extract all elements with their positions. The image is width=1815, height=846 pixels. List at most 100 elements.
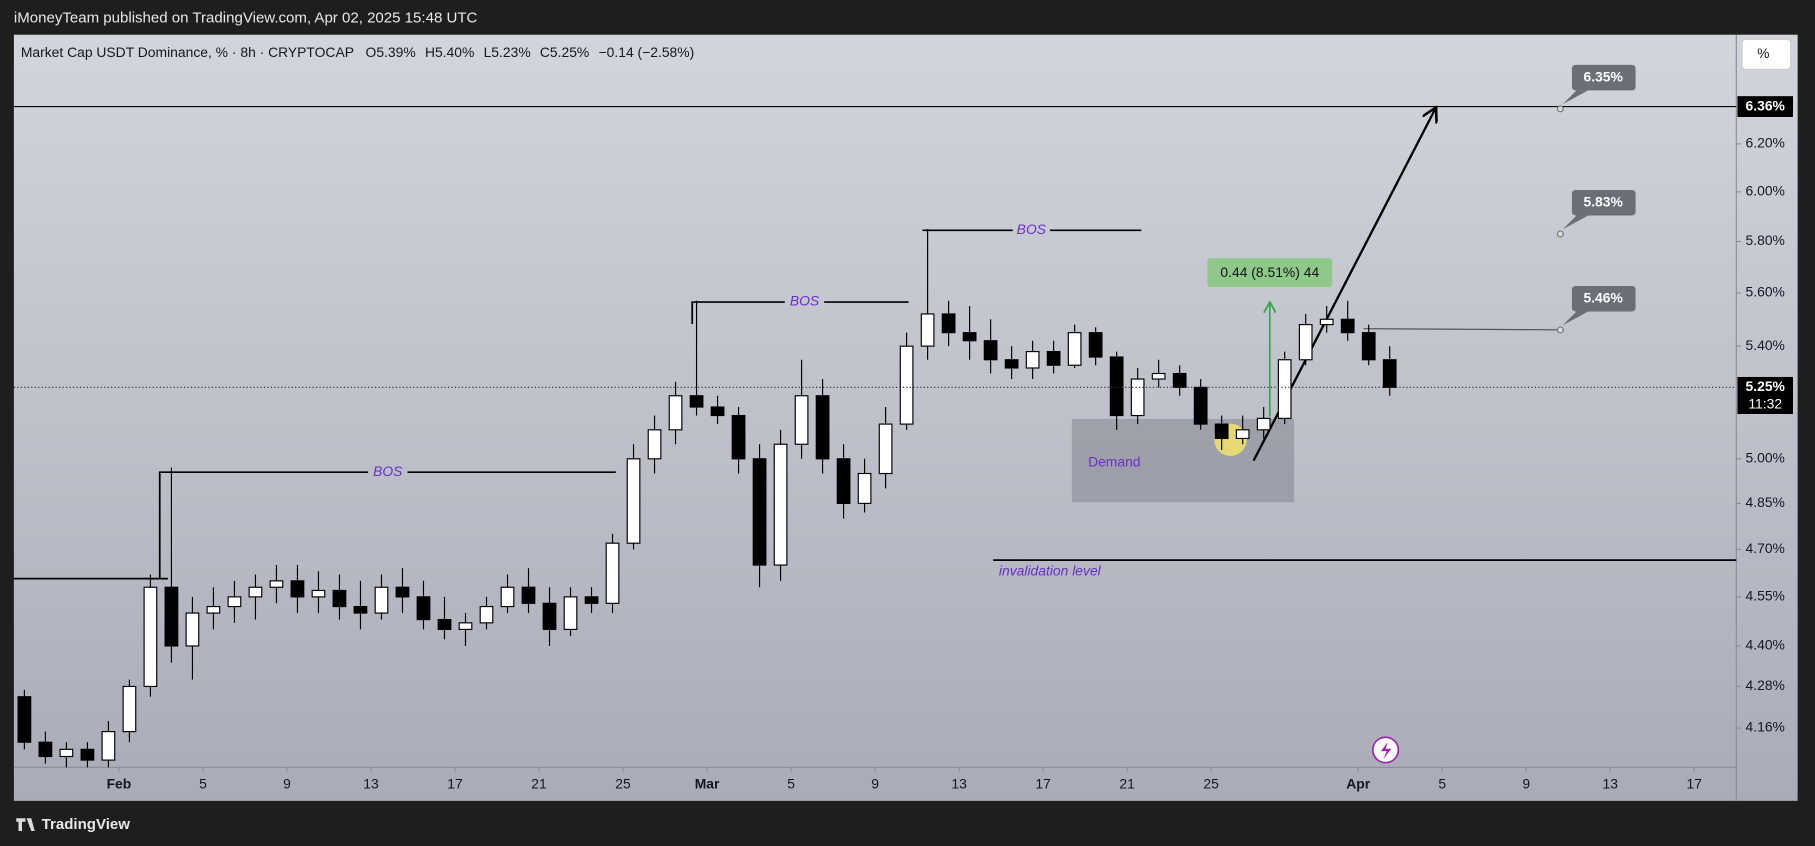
- candle-body: [836, 458, 851, 504]
- candle-body: [479, 605, 494, 624]
- target-pointer: [1562, 90, 1589, 105]
- measure-label: 0.44 (8.51%) 44: [1220, 264, 1319, 280]
- y-tick-label: 6.20%: [1746, 135, 1785, 151]
- x-tick-label: 5: [199, 775, 207, 791]
- y-tick-label: 5.00%: [1746, 449, 1785, 465]
- target-tag: [1571, 189, 1636, 216]
- x-tick-label: Feb: [107, 775, 132, 791]
- candle-body: [1361, 332, 1376, 361]
- candle-body: [1298, 324, 1313, 361]
- candle-body: [668, 395, 683, 431]
- candle-body: [437, 618, 452, 630]
- legend-value: O5.39%: [366, 44, 416, 60]
- candle-body: [1235, 429, 1250, 440]
- candle-body: [1025, 350, 1040, 369]
- x-tick-label: Apr: [1346, 775, 1370, 791]
- candle-body: [1319, 318, 1334, 326]
- candle-body: [983, 340, 998, 361]
- tv-logo: [16, 818, 35, 831]
- candle-body: [59, 748, 74, 758]
- y-tick-label: 4.55%: [1746, 588, 1785, 604]
- y-tick-label: 4.28%: [1746, 677, 1785, 693]
- candle-body: [878, 423, 893, 475]
- candle-body: [206, 605, 221, 614]
- x-tick-label: 9: [283, 775, 291, 791]
- candle-body: [227, 596, 242, 608]
- x-tick-label: 25: [1203, 775, 1219, 791]
- candle-body: [1277, 359, 1292, 419]
- y-tick-label: 4.85%: [1746, 494, 1785, 510]
- candle-body: [542, 602, 557, 630]
- candle-body: [1193, 386, 1208, 425]
- candle-body: [521, 586, 536, 604]
- candle-body: [374, 586, 389, 614]
- candle-body: [248, 586, 263, 598]
- x-tick-label: 13: [951, 775, 967, 791]
- legend-value: H5.40%: [425, 44, 474, 60]
- bos-label: BOS: [373, 463, 403, 479]
- y-tick-label: 5.60%: [1746, 284, 1785, 300]
- candle-body: [941, 313, 956, 334]
- candle-body: [353, 605, 368, 614]
- y-tick-label: 5.40%: [1746, 337, 1785, 353]
- x-tick-label: 17: [1035, 775, 1051, 791]
- x-tick-label: 25: [615, 775, 631, 791]
- candle-body: [1151, 372, 1166, 380]
- bos-line: [691, 301, 785, 325]
- candle-body: [1109, 356, 1124, 417]
- unit-button[interactable]: [1741, 38, 1792, 71]
- target-pointer: [1562, 215, 1589, 230]
- footer-brand: TradingView: [42, 816, 131, 833]
- bos-label: BOS: [790, 293, 820, 309]
- candle-body: [500, 586, 515, 608]
- candle-body: [1004, 359, 1019, 369]
- y-tick-label: 4.16%: [1746, 719, 1785, 735]
- x-tick-label: 9: [871, 775, 879, 791]
- symbol-title: Market Cap USDT Dominance, % · 8h · CRYP…: [21, 44, 354, 60]
- y-tick-label: 5.80%: [1746, 232, 1785, 248]
- last-price-tag: [1737, 376, 1794, 414]
- x-tick-label: 13: [363, 775, 379, 791]
- candle-body: [584, 596, 599, 604]
- unit-button-label[interactable]: %: [1757, 45, 1769, 61]
- candle-body: [185, 612, 200, 647]
- target-point: [1556, 230, 1564, 238]
- candle-body: [563, 596, 578, 630]
- bar-countdown: 11:32: [1748, 395, 1782, 411]
- x-tick-label: 17: [447, 775, 463, 791]
- candle-body: [311, 589, 326, 598]
- demand-zone: [1071, 418, 1295, 503]
- publish-header: iMoneyTeam published on TradingView.com,…: [14, 9, 478, 26]
- y-tick-label: 4.70%: [1746, 540, 1785, 556]
- measure-box: [1207, 258, 1333, 288]
- x-tick-label: 13: [1603, 775, 1619, 791]
- candle-body: [752, 458, 767, 566]
- candle-body: [101, 731, 116, 761]
- candle-body: [143, 586, 158, 688]
- candle-body: [920, 313, 935, 347]
- alert-icon-bolt: [1380, 741, 1392, 760]
- candle-body: [1382, 359, 1397, 388]
- candle-body: [626, 458, 641, 544]
- candle-body: [458, 622, 473, 630]
- target-tag: [1571, 285, 1636, 312]
- x-tick-label: Mar: [695, 775, 720, 791]
- candle-body: [773, 443, 788, 566]
- candle-body: [899, 345, 914, 425]
- x-tick-label: 9: [1522, 775, 1530, 791]
- candle-body: [395, 586, 410, 598]
- candle-body: [689, 395, 704, 408]
- bos-label: BOS: [1017, 221, 1047, 237]
- candle-body: [416, 596, 431, 621]
- candle-body: [1172, 372, 1187, 388]
- legend-value: −0.14 (−2.58%): [599, 44, 695, 60]
- candle-body: [794, 395, 809, 445]
- target-label: 5.46%: [1583, 289, 1622, 305]
- candle-body: [1088, 332, 1103, 358]
- candle-body: [710, 406, 725, 417]
- x-tick-label: 5: [1438, 775, 1446, 791]
- target-label: 6.35%: [1583, 68, 1622, 84]
- candle-body: [17, 696, 32, 743]
- target-point: [1556, 326, 1564, 334]
